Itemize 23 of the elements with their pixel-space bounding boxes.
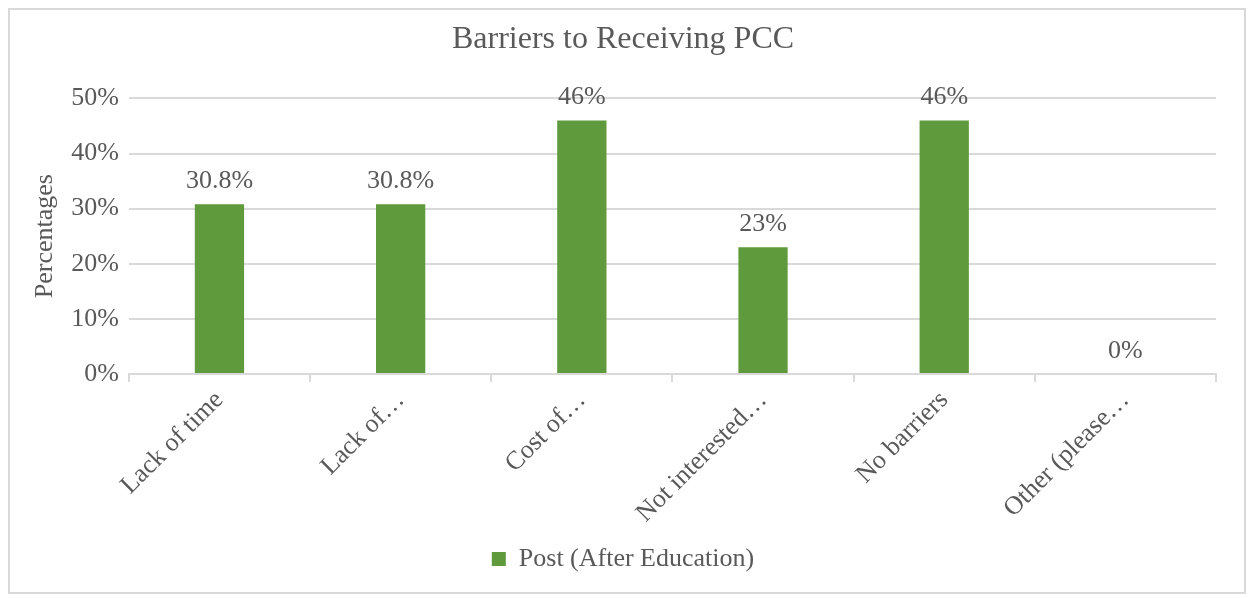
bar	[557, 120, 607, 373]
data-label: 30.8%	[185, 165, 254, 195]
data-label: 30.8%	[367, 165, 435, 195]
y-tick-label: 20%	[71, 247, 119, 277]
y-tick-label: 10%	[71, 302, 119, 332]
bar	[194, 204, 245, 373]
chart-title: Barriers to Receiving PCC	[451, 18, 795, 55]
data-label: 46%	[558, 81, 606, 111]
data-label: 46%	[920, 81, 969, 111]
y-axis-title: Percentages	[29, 174, 59, 299]
y-tick-label: 50%	[71, 82, 119, 112]
legend-label: Post (After Education)	[518, 542, 755, 572]
bar	[376, 204, 426, 373]
x-tick-label: Lack of time	[114, 384, 229, 499]
x-tick-label: Cost of…	[498, 384, 591, 478]
data-label: 23%	[739, 208, 787, 238]
y-tick-label: 40%	[71, 137, 119, 167]
y-tick-label: 0%	[84, 357, 119, 387]
x-tick-label: Lack of…	[314, 384, 410, 481]
data-label: 0%	[1108, 334, 1143, 364]
bar	[919, 120, 969, 373]
y-tick-label: 30%	[71, 192, 119, 222]
bar	[738, 247, 788, 373]
